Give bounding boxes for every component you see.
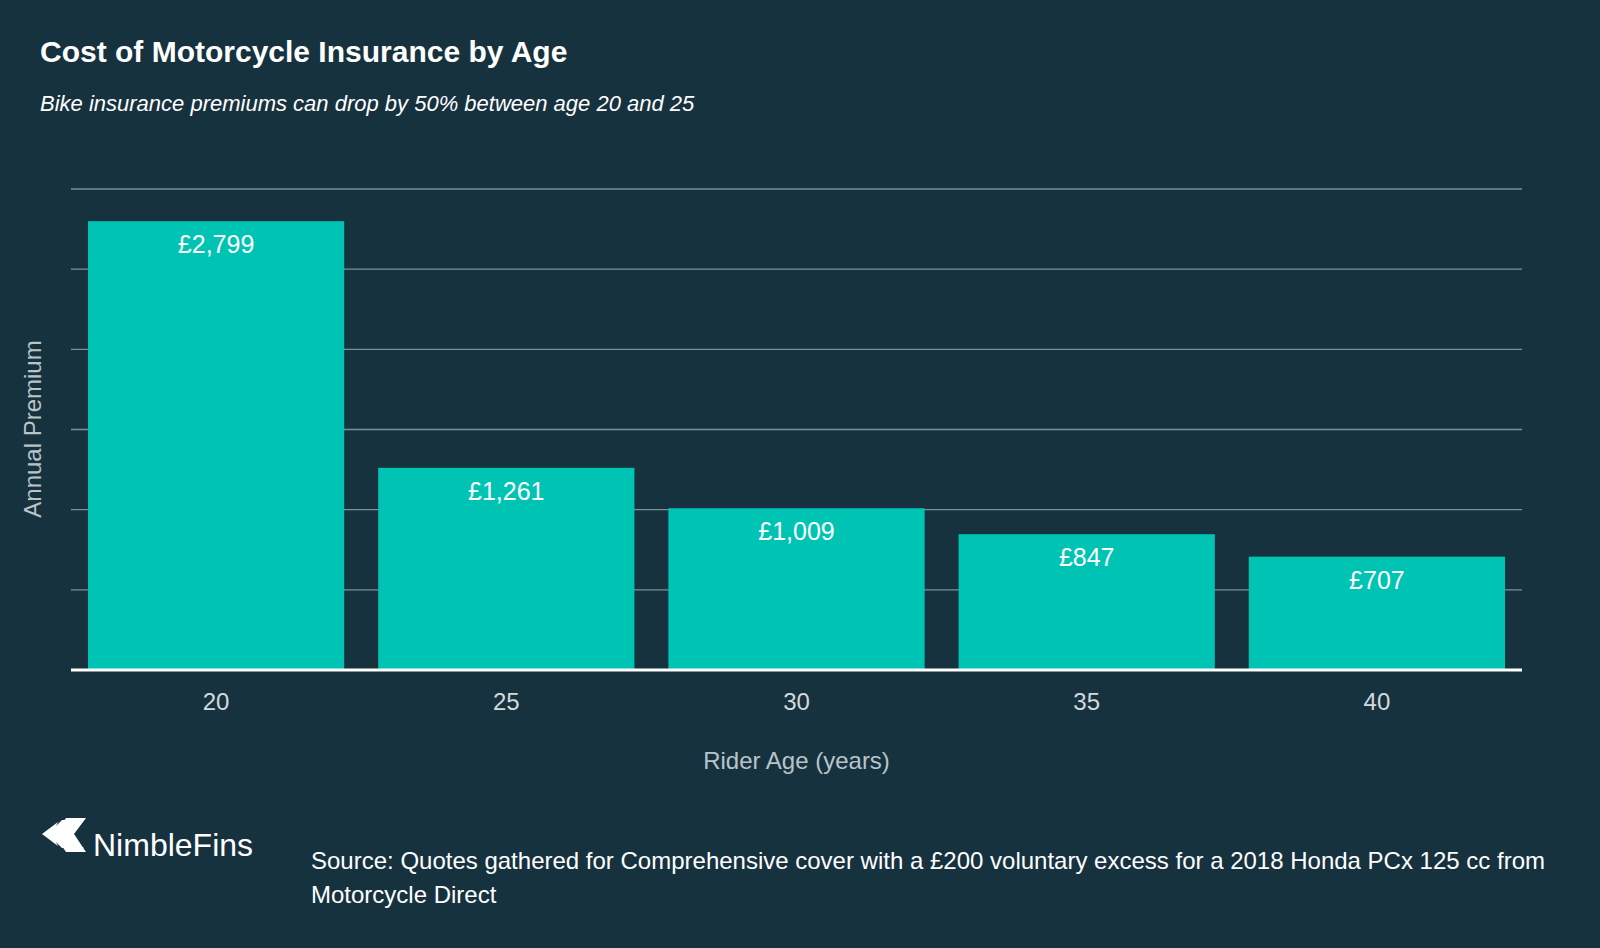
chart: Cost of Motorcycle Insurance by Age Bike … — [0, 0, 1600, 948]
x-tick-label: 40 — [1364, 688, 1391, 715]
source-note: Source: Quotes gathered for Comprehensiv… — [311, 844, 1571, 912]
x-axis-line — [71, 669, 1522, 672]
data-label: £2,799 — [178, 230, 254, 258]
bar — [959, 534, 1215, 670]
data-label: £1,261 — [468, 477, 544, 505]
x-axis-title: Rider Age (years) — [703, 747, 890, 774]
bar — [668, 508, 924, 670]
data-label: £707 — [1349, 566, 1405, 594]
x-tick-label: 35 — [1073, 688, 1100, 715]
brand: NimbleFins — [93, 827, 253, 863]
title: Cost of Motorcycle Insurance by Age — [40, 35, 567, 68]
bar — [1249, 557, 1505, 670]
bar — [88, 221, 344, 670]
bar — [378, 468, 634, 670]
brand-icon — [54, 818, 86, 852]
subtitle: Bike insurance premiums can drop by 50% … — [40, 91, 695, 116]
x-tick-label: 30 — [783, 688, 810, 715]
data-label: £1,009 — [758, 517, 834, 545]
data-label: £847 — [1059, 543, 1115, 571]
x-tick-label: 25 — [493, 688, 520, 715]
grid-line — [71, 188, 1522, 189]
x-tick-label: 20 — [203, 688, 230, 715]
bars — [88, 221, 1505, 670]
y-axis-title: Annual Premium — [19, 340, 46, 517]
